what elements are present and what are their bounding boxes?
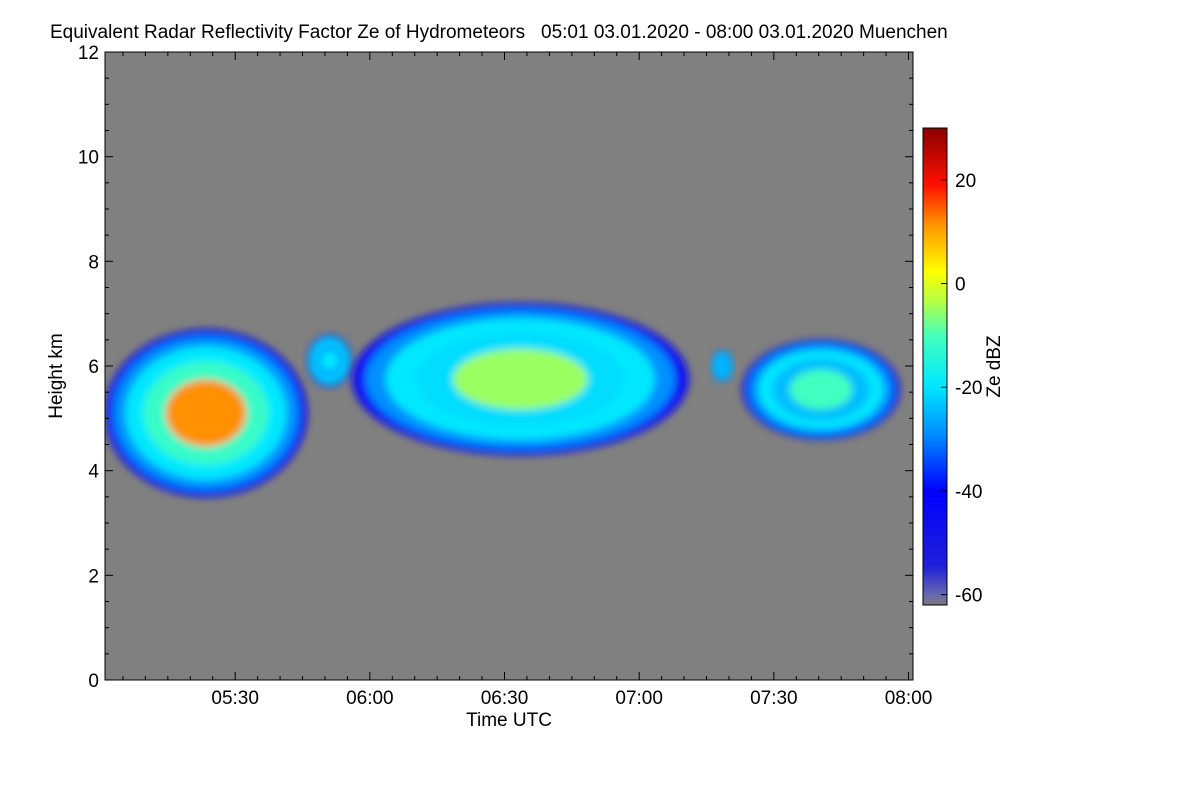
echo-layer-shape	[717, 359, 727, 373]
echo-region	[105, 329, 307, 497]
y-axis: 0 2 4 6 8 10 12	[78, 43, 913, 692]
x-tick-label: 06:30	[481, 688, 529, 709]
x-axis: 05:30 06:00 06:30 07:00 07:30 08:00	[122, 52, 933, 709]
echo-layer-shape	[452, 348, 588, 410]
echo-region	[742, 339, 900, 440]
y-tick-label: 4	[88, 462, 99, 483]
x-axis-label: Time UTC	[466, 710, 552, 731]
echo-layer-shape	[789, 369, 853, 410]
y-tick-label: 2	[88, 566, 99, 587]
echo-layer-shape	[320, 350, 339, 372]
chart-title: Equivalent Radar Reflectivity Factor Ze …	[50, 22, 948, 43]
colorbar-tick-label: -40	[955, 482, 982, 503]
echo-layer-shape	[165, 379, 247, 447]
colorbar-ticks: -60 -40 -20 0 20	[941, 171, 982, 607]
x-tick-label: 07:00	[615, 688, 663, 709]
y-tick-label: 8	[88, 252, 99, 273]
y-tick-label: 12	[78, 43, 99, 64]
colorbar	[922, 127, 948, 606]
x-tick-label: 05:30	[211, 688, 259, 709]
y-tick-label: 0	[88, 671, 99, 692]
colorbar-tick-label: 0	[955, 275, 966, 296]
y-tick-label: 10	[78, 148, 99, 169]
echo-layer	[105, 303, 900, 497]
colorbar-label: Ze dBZ	[984, 335, 1005, 398]
colorbar-tick-label: -60	[955, 586, 982, 607]
x-tick-label: 07:30	[750, 688, 798, 709]
x-tick-label: 08:00	[885, 688, 933, 709]
y-axis-label: Height km	[46, 333, 67, 419]
echo-region	[307, 334, 352, 387]
x-tick-label: 06:00	[346, 688, 394, 709]
echo-region	[711, 350, 734, 382]
y-tick-label: 6	[88, 357, 99, 378]
echo-region	[351, 303, 689, 455]
colorbar-tick-label: -20	[955, 378, 982, 399]
colorbar-tick-label: 20	[955, 171, 976, 192]
